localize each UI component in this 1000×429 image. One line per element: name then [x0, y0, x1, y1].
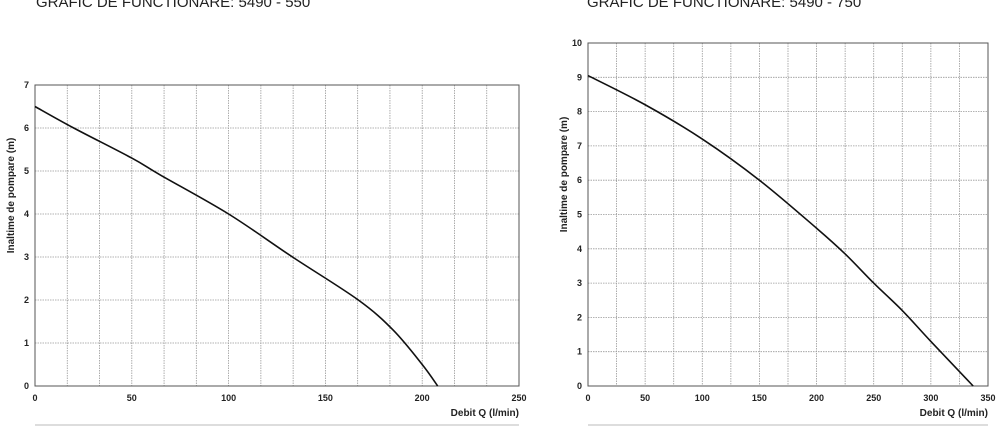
y-tick-label: 9	[577, 72, 582, 82]
performance-curve	[34, 105, 439, 387]
x-tick-label: 0	[32, 393, 37, 403]
y-tick-label: 3	[24, 252, 29, 262]
chart-title-550: GRAFIC DE FUNCTIONARE: 5490 - 550	[36, 0, 311, 11]
x-tick-label: 150	[752, 393, 767, 403]
x-tick-label: 250	[866, 393, 881, 403]
y-axis-label: Inaltime de pompare (m)	[559, 117, 570, 233]
plot-frame	[587, 42, 989, 387]
x-tick-label: 50	[640, 393, 650, 403]
x-tick-label: 300	[923, 393, 938, 403]
x-tick-label: 200	[415, 393, 430, 403]
x-tick-label: 150	[318, 393, 333, 403]
x-tick-label: 100	[221, 393, 236, 403]
y-tick-label: 3	[577, 278, 582, 288]
y-tick-label: 0	[577, 381, 582, 391]
chart-title-750: GRAFIC DE FUNCTIONARE: 5490 - 750	[587, 0, 862, 11]
y-tick-label: 7	[24, 80, 29, 90]
plot-frame	[34, 84, 520, 387]
y-tick-label: 6	[577, 175, 582, 185]
y-tick-label: 5	[577, 210, 582, 220]
y-tick-label: 4	[24, 209, 29, 219]
y-tick-label: 0	[24, 381, 29, 391]
x-tick-label: 100	[695, 393, 710, 403]
y-tick-label: 5	[24, 166, 29, 176]
x-tick-label: 250	[511, 393, 526, 403]
y-tick-label: 10	[572, 38, 582, 48]
y-tick-label: 2	[24, 295, 29, 305]
x-tick-label: 200	[809, 393, 824, 403]
performance-curve	[587, 74, 974, 387]
y-axis-label: Inaltime de pompare (m)	[6, 138, 17, 254]
x-axis-label: Debit Q (l/min)	[451, 408, 519, 419]
x-axis-label: Debit Q (l/min)	[920, 408, 988, 419]
y-tick-label: 4	[577, 244, 582, 254]
x-tick-label: 0	[585, 393, 590, 403]
chart-1: 0 50 100 150 200 250 300 350 0 1 2 3 4 5 6 7 8 9 10 Debit Q…	[559, 38, 996, 426]
y-tick-label: 6	[24, 123, 29, 133]
y-tick-label: 7	[577, 141, 582, 151]
chart-0: 0 50 100 150 200 250 0 1 2 3 4 5 6 7 Debit Q (l/min) In…	[6, 80, 527, 426]
y-tick-label: 1	[577, 347, 582, 357]
y-tick-label: 2	[577, 312, 582, 322]
y-tick-label: 8	[577, 107, 582, 117]
x-tick-label: 50	[127, 393, 137, 403]
x-tick-label: 350	[980, 393, 995, 403]
y-tick-label: 1	[24, 338, 29, 348]
